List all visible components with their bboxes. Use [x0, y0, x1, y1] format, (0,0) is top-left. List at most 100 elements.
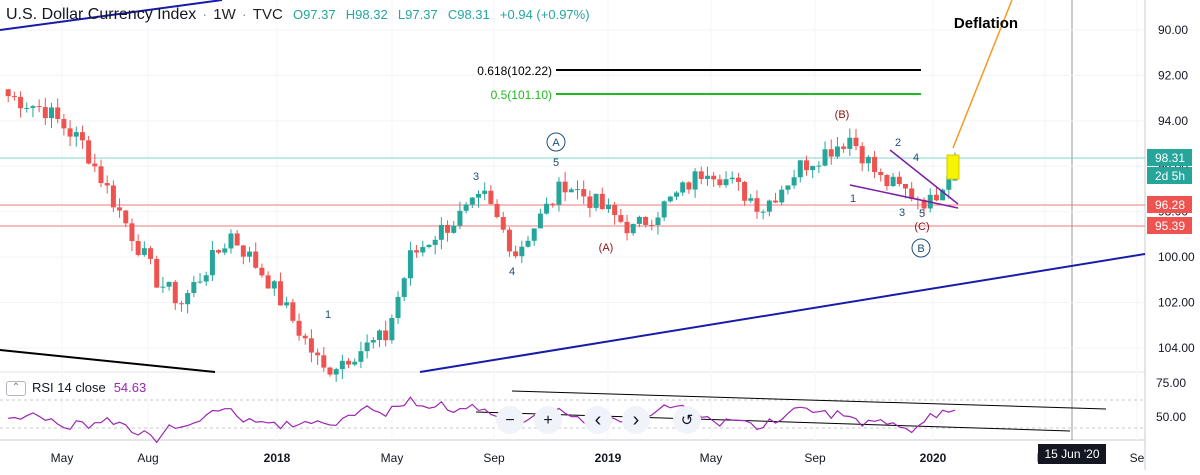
candle-body [643, 216, 649, 225]
candle-body [630, 223, 636, 234]
candle-body [581, 189, 587, 197]
candle-body [364, 342, 370, 352]
candle-body [494, 203, 500, 218]
current-price-tag [1147, 149, 1192, 166]
candle-body [79, 132, 85, 141]
price-axis[interactable]: 104.00102.00100.0098.0096.0094.0092.0090… [1158, 23, 1195, 355]
candle-body [135, 241, 141, 255]
rsi-header: ⌃ RSI 14 close 54.63 [6, 380, 146, 397]
candle-body [766, 200, 772, 212]
candle-body [216, 250, 222, 253]
candle-body [346, 360, 352, 365]
candle-body [537, 213, 543, 229]
highlight-box[interactable] [946, 154, 960, 180]
candle-body [525, 240, 531, 247]
candle-body [451, 225, 457, 233]
candle-body [265, 275, 271, 289]
wave-circle-a-label: A [552, 137, 560, 149]
candle-body [797, 160, 803, 178]
candle-body [401, 278, 407, 297]
candle-body [18, 96, 24, 109]
candle-body [785, 185, 791, 190]
candle-body [686, 182, 692, 190]
candle-body [760, 211, 766, 213]
candle-body [841, 146, 847, 149]
candle-body [711, 175, 717, 180]
candle-body [902, 183, 908, 189]
countdown-tag-text: 2d 5h [1155, 169, 1185, 183]
candle-body [476, 193, 481, 198]
reset-button[interactable] [673, 406, 701, 434]
interval-label[interactable]: 1W [213, 6, 236, 23]
scroll-forward-button[interactable] [622, 406, 650, 434]
candle-body [853, 137, 859, 147]
candle-body [333, 369, 339, 375]
candle-body [469, 197, 475, 205]
candle-body [321, 355, 327, 368]
candle-body [24, 107, 30, 109]
candle-body [234, 233, 240, 246]
candle-body [123, 210, 129, 224]
rsi-pane [0, 390, 1145, 444]
candle-body [519, 246, 525, 257]
price-tick: 104.00 [1158, 341, 1195, 355]
candle-body [810, 165, 816, 171]
candle-body [884, 175, 890, 187]
support-trendline[interactable] [419, 253, 1146, 373]
time-axis[interactable]: MayAug2018MaySep2019MaySep2020MaSe [51, 451, 1145, 465]
candle-body [618, 215, 624, 222]
candle-body [73, 132, 79, 137]
symbol-name[interactable]: U.S. Dollar Currency Index [6, 6, 197, 23]
time-tick: 2018 [264, 451, 291, 465]
change-value: +0.94 (+0.97%) [499, 7, 590, 22]
current-price-tag-text: 98.31 [1155, 151, 1185, 165]
candle-body [438, 224, 444, 240]
candle-body [67, 128, 73, 137]
collapse-icon[interactable]: ⌃ [6, 381, 26, 397]
candle-body [878, 172, 884, 176]
candle-body [704, 175, 710, 179]
time-tick: May [700, 451, 723, 465]
zoom-in-button[interactable] [534, 406, 562, 434]
candle-body [376, 330, 382, 340]
rsi-upper-trendline[interactable] [511, 390, 1107, 410]
candle-body [828, 149, 834, 157]
candle-body [339, 360, 345, 370]
candle-body [389, 318, 395, 341]
horizontal-levels [0, 69, 1145, 227]
candle-body [172, 281, 178, 304]
candle-body [723, 179, 729, 186]
scroll-back-button[interactable] [584, 406, 612, 434]
candle-body [42, 107, 48, 119]
candle-body [327, 367, 333, 375]
lower-black-trendline[interactable] [0, 349, 216, 373]
chevron-left-icon: ‹ [595, 409, 602, 431]
time-tick: Se [1130, 451, 1145, 465]
candle-body [717, 179, 723, 186]
wedge-lower-line[interactable] [849, 184, 959, 209]
wave-label-c: (C) [914, 221, 929, 233]
zoom-in-icon: + [543, 412, 552, 429]
wave-label-a: (A) [599, 242, 614, 254]
candle-body [98, 166, 104, 184]
symbol-header: U.S. Dollar Currency Index · 1W · TVC O97.37… [6, 6, 590, 23]
candle-body [290, 302, 296, 321]
upper-trendline[interactable] [0, 0, 223, 31]
pattern-lines [849, 0, 1013, 209]
zoom-out-icon: − [505, 412, 514, 429]
level-1-tag-text: 96.28 [1155, 198, 1185, 212]
high-value: H98.32 [345, 7, 388, 22]
candle-body [513, 251, 519, 257]
rsi-label[interactable]: RSI 14 close [32, 380, 106, 395]
candle-body [247, 251, 253, 257]
projection-line[interactable] [952, 0, 1013, 149]
trendlines [0, 0, 1146, 373]
wedge-upper-line[interactable] [889, 149, 959, 205]
zoom-out-button[interactable] [496, 406, 524, 434]
candle-body [593, 193, 599, 208]
wave-label-sub-5: 5 [919, 208, 925, 220]
crosshair-date-text: 15 Jun '20 [1044, 447, 1099, 461]
candle-body [531, 228, 537, 241]
